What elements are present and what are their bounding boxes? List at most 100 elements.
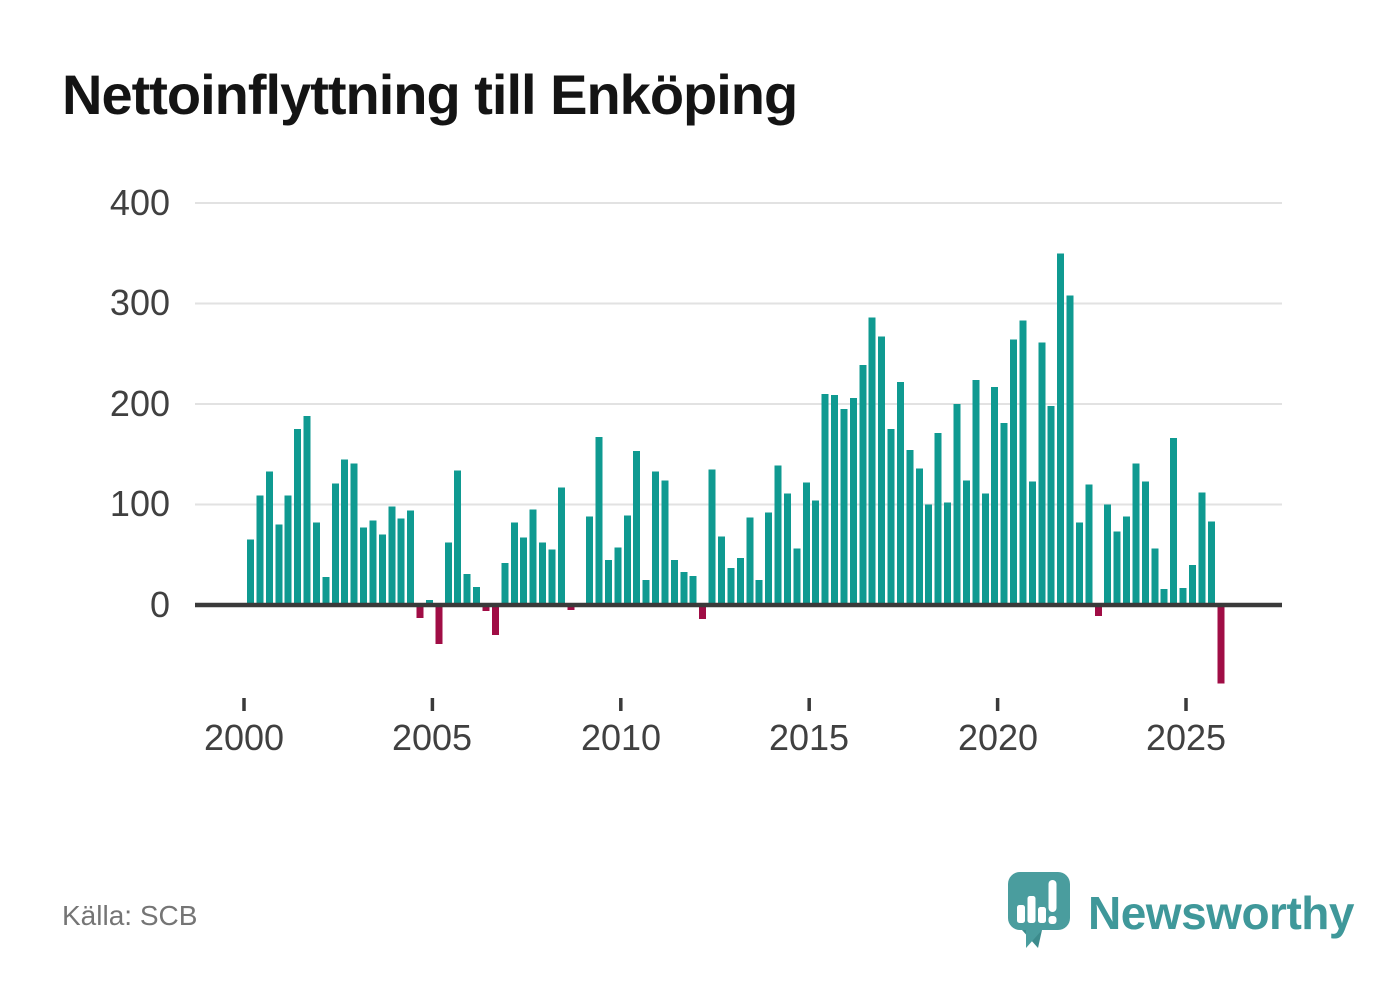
bar-quarter xyxy=(840,409,848,605)
bar-quarter xyxy=(463,573,471,605)
bar-quarter xyxy=(312,522,320,605)
bar-quarter xyxy=(783,493,791,605)
bar-quarter xyxy=(265,471,273,605)
bar-quarter xyxy=(727,567,735,605)
bar-quarter xyxy=(388,506,396,605)
bar-quarter xyxy=(934,433,942,605)
bar-quarter xyxy=(454,470,462,605)
bar-quarter xyxy=(369,520,377,605)
y-axis-label-0: 0 xyxy=(149,584,170,625)
x-axis-label-2000: 2000 xyxy=(203,717,285,758)
bar-quarter xyxy=(614,547,622,605)
bar-quarter xyxy=(1123,516,1131,605)
bar-quarter xyxy=(944,502,952,605)
bar-quarter xyxy=(378,534,386,605)
bar-quarter xyxy=(1170,438,1178,605)
bar-quarter xyxy=(765,512,773,605)
bar-quarter xyxy=(341,459,349,605)
bar-quarter xyxy=(1038,342,1046,605)
bar-quarter xyxy=(887,429,895,605)
y-axis-label-100: 100 xyxy=(109,483,170,524)
bar-quarter xyxy=(868,317,876,605)
bar-quarter xyxy=(981,493,989,605)
bar-quarter xyxy=(1160,588,1168,605)
bar-quarter xyxy=(491,605,499,636)
bar-quarter xyxy=(878,336,886,605)
bar-quarter xyxy=(548,549,556,605)
bar-quarter xyxy=(821,393,829,605)
bar-quarter xyxy=(322,576,330,605)
bar-quarter xyxy=(604,559,612,605)
bar-quarter xyxy=(915,468,923,605)
bar-quarter xyxy=(1000,423,1008,605)
bar-quarter xyxy=(925,504,933,605)
newsworthy-speech-bubble-chart-icon xyxy=(1008,871,1070,955)
bar-quarter xyxy=(746,517,754,605)
bar-quarter xyxy=(539,542,547,605)
bar-quarter xyxy=(642,579,650,605)
y-axis-label-200: 200 xyxy=(109,383,170,424)
bar-quarter xyxy=(247,539,254,605)
bar-quarter xyxy=(1028,481,1036,605)
bar-quarter xyxy=(1104,504,1112,605)
bar-quarter xyxy=(303,416,311,605)
bar-quarter xyxy=(670,559,678,605)
bar-quarter xyxy=(331,483,339,605)
bar-quarter xyxy=(482,605,490,612)
bar-quarter xyxy=(1085,484,1093,605)
bar-quarter xyxy=(953,404,961,605)
bar-quarter xyxy=(1113,531,1121,605)
bar-quarter xyxy=(529,509,537,605)
bar-quarter xyxy=(1057,253,1065,605)
bar-quarter xyxy=(520,537,528,605)
bar-quarter xyxy=(962,480,970,605)
y-axis-label-300: 300 xyxy=(109,282,170,323)
bar-quarter xyxy=(567,605,575,611)
bar-quarter xyxy=(736,557,744,605)
bar-quarter xyxy=(708,469,716,605)
bar-quarter xyxy=(755,579,763,605)
bar-quarter xyxy=(1179,587,1187,605)
bar-quarter xyxy=(1141,481,1149,605)
bar-quarter xyxy=(510,522,518,605)
bar-quarter xyxy=(1066,295,1074,605)
bar-quarter xyxy=(831,394,839,605)
newsworthy-logo: Newsworthy xyxy=(1008,871,1354,955)
y-axis-label-400: 400 xyxy=(109,182,170,223)
bar-quarter xyxy=(802,482,810,605)
bar-quarter xyxy=(1217,605,1225,684)
bar-quarter xyxy=(661,480,669,605)
bar-quarter xyxy=(849,397,857,605)
bar-quarter xyxy=(689,575,697,605)
bar-quarter xyxy=(416,605,424,619)
bar-quarter xyxy=(812,500,820,605)
bar-quarter xyxy=(774,465,782,605)
bar-quarter xyxy=(680,571,688,605)
bar-quarter xyxy=(623,515,631,605)
x-axis-label-2015: 2015 xyxy=(768,717,850,758)
bar-quarter xyxy=(256,495,264,605)
x-axis-label-2020: 2020 xyxy=(957,717,1039,758)
bar-quarter xyxy=(275,524,283,605)
bar-quarter xyxy=(896,381,904,605)
bar-quarter xyxy=(859,364,867,605)
bar-quarter xyxy=(1151,548,1159,605)
bar-quarter xyxy=(595,437,603,605)
bar-quarter xyxy=(972,379,980,605)
bar-quarter xyxy=(407,510,415,605)
bar-quarter xyxy=(397,518,405,605)
x-axis-label-2025: 2025 xyxy=(1145,717,1227,758)
bar-quarter xyxy=(435,605,443,645)
bar-quarter xyxy=(557,487,565,605)
bar-quarter xyxy=(425,599,433,605)
bar-quarter xyxy=(1207,521,1215,605)
bar-quarter xyxy=(1132,463,1140,605)
bar-quarter xyxy=(1075,522,1083,605)
bar-quarter xyxy=(284,495,292,605)
bar-quarter xyxy=(501,562,509,605)
bar-quarter xyxy=(586,516,594,605)
bar-quarter xyxy=(1010,339,1018,605)
bar-quarter xyxy=(991,386,999,605)
bar-quarter xyxy=(1047,406,1055,605)
x-axis-label-2005: 2005 xyxy=(391,717,473,758)
